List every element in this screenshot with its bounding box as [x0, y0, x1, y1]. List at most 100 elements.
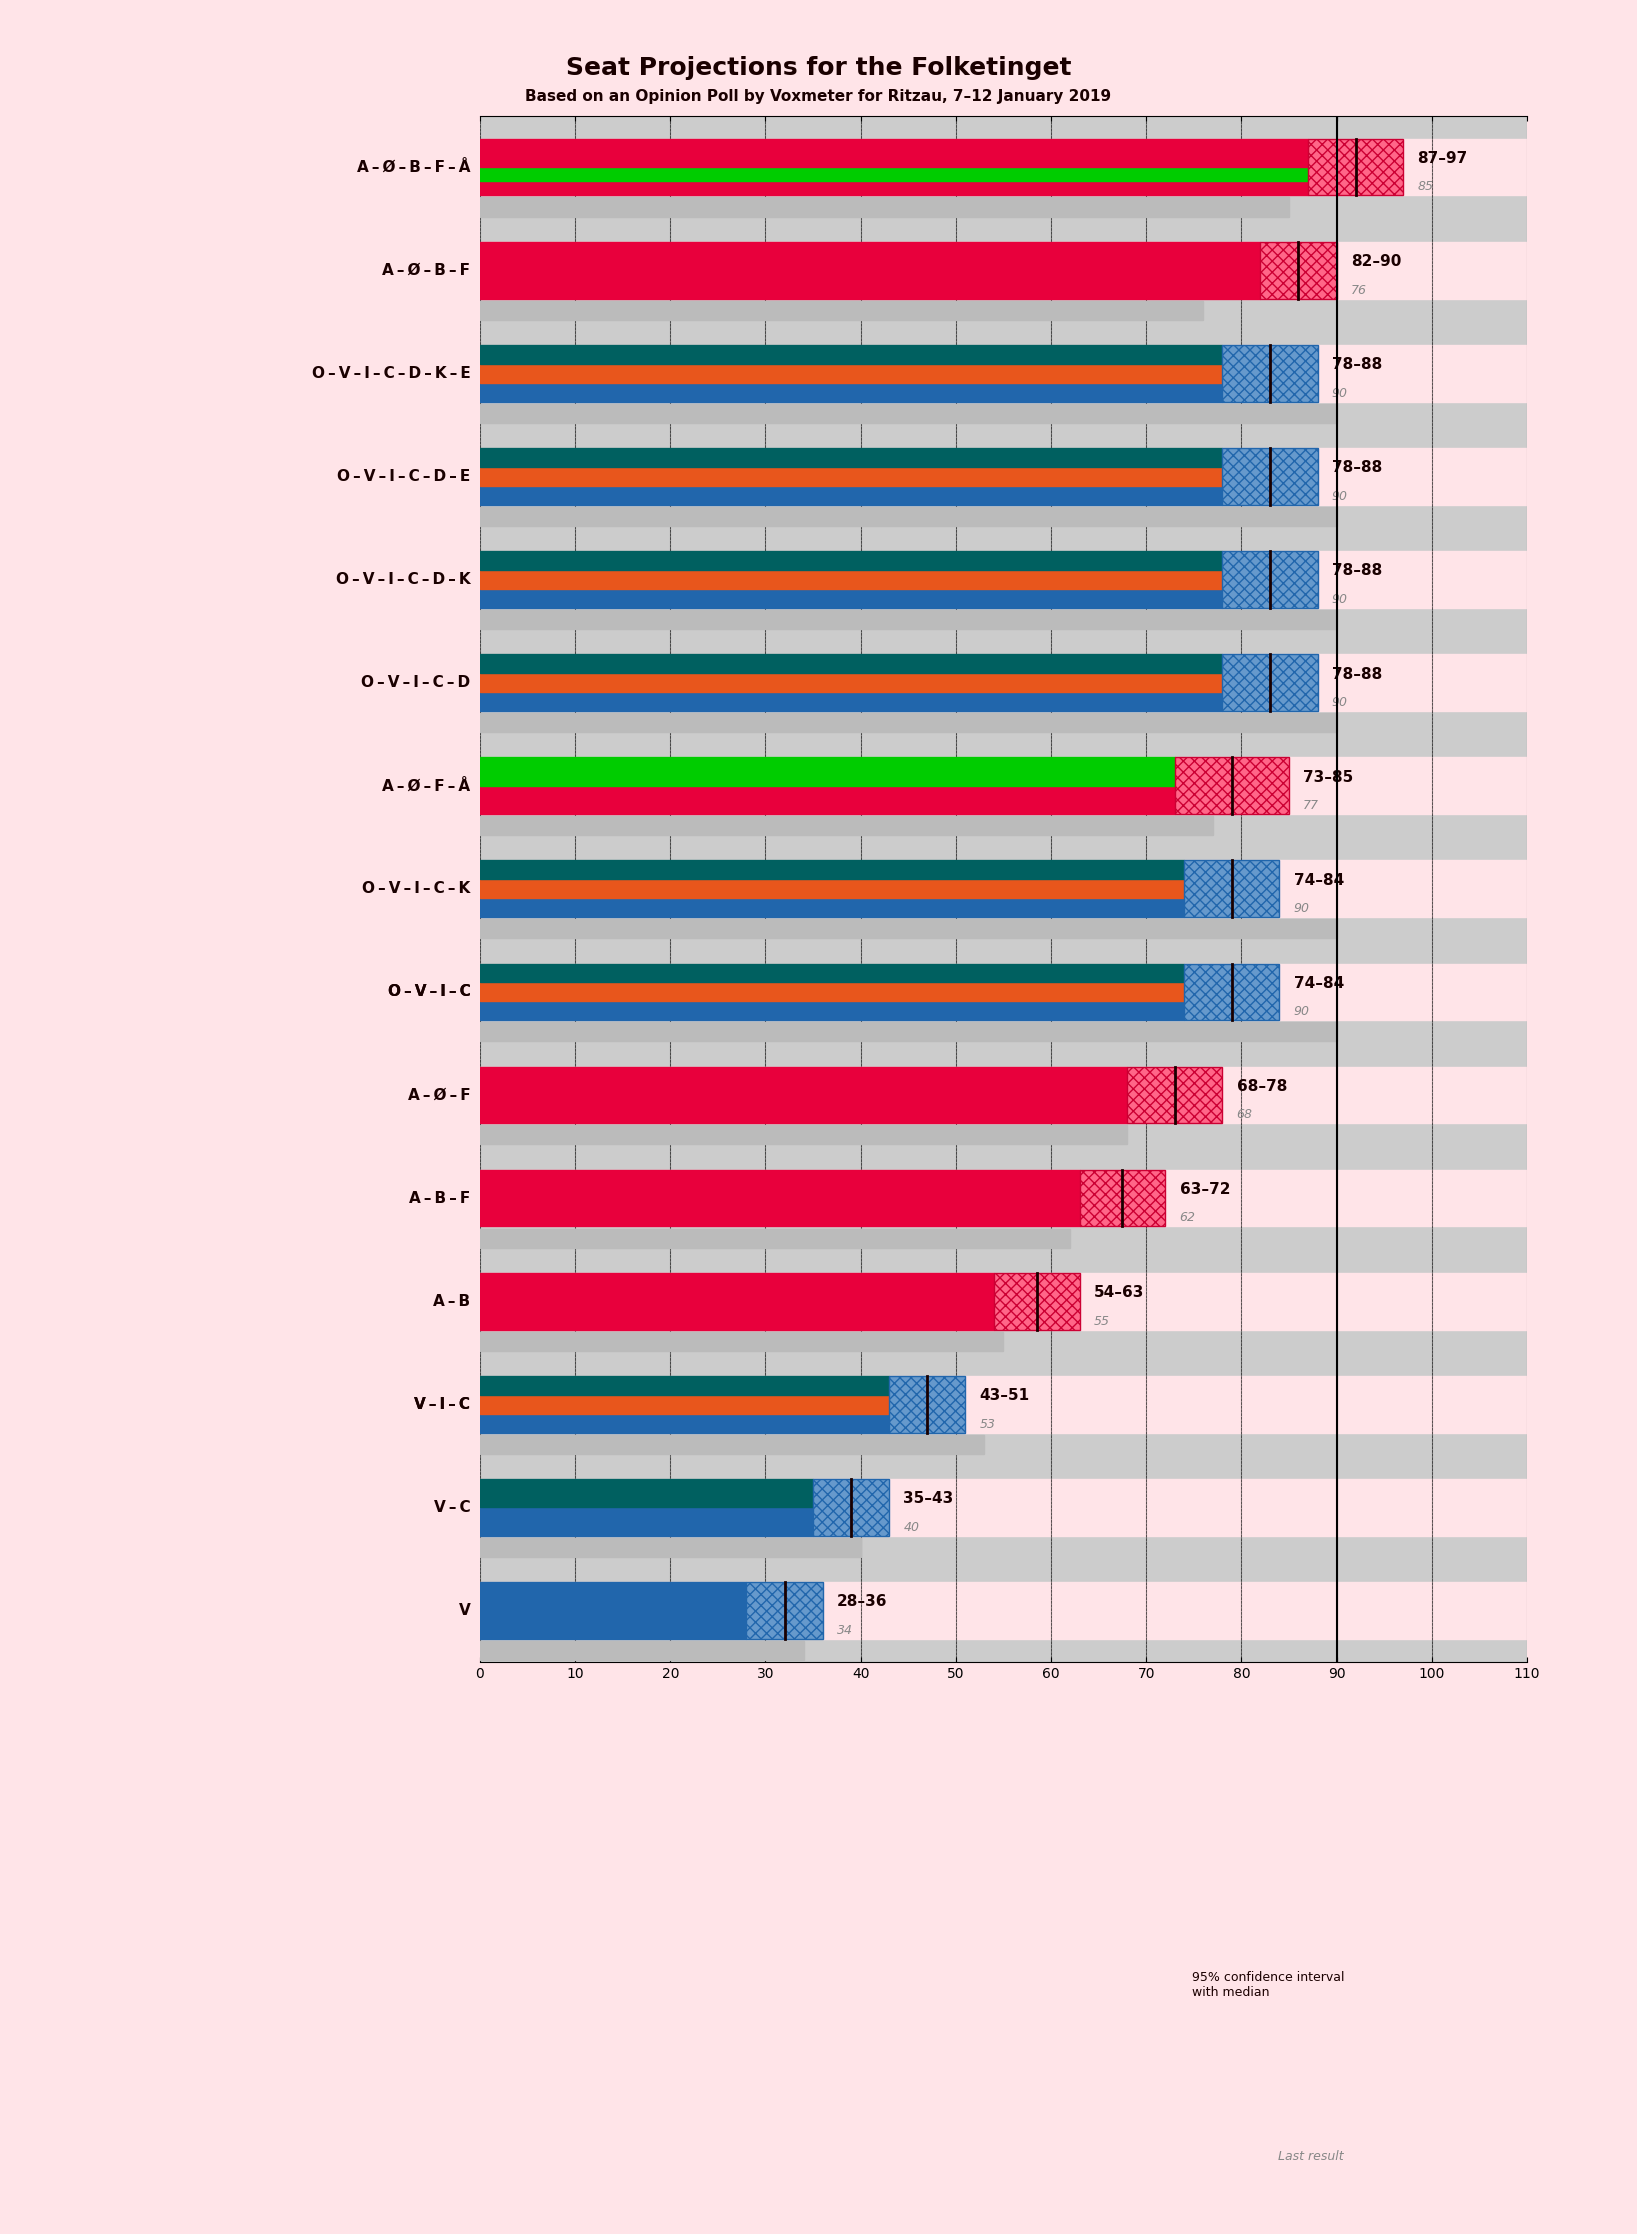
Bar	[480, 860, 1184, 880]
Text: 90: 90	[1293, 1005, 1310, 1019]
Bar	[1175, 757, 1288, 813]
Bar	[480, 139, 1308, 152]
Bar	[480, 1273, 1527, 1329]
Text: A – Ø – B – F – Å: A – Ø – B – F – Å	[357, 159, 470, 174]
Text: 90: 90	[1333, 386, 1347, 400]
Bar	[480, 322, 1527, 424]
Bar	[480, 757, 1527, 813]
Bar	[480, 1582, 1527, 1640]
Bar	[480, 1559, 1527, 1662]
Bar	[1184, 860, 1280, 918]
Bar	[480, 1354, 1527, 1457]
Text: V: V	[458, 1604, 470, 1617]
Bar	[1260, 241, 1336, 299]
Bar	[480, 963, 1527, 1021]
Text: 76: 76	[1351, 284, 1367, 297]
Bar	[480, 1001, 1184, 1021]
Text: 34: 34	[837, 1624, 853, 1638]
Bar	[480, 1043, 1527, 1146]
Text: 74–84: 74–84	[1293, 976, 1344, 992]
Bar	[480, 655, 1223, 672]
Text: O – V – I – C – D – K: O – V – I – C – D – K	[336, 572, 470, 588]
Bar	[480, 241, 1527, 299]
Text: O – V – I – C: O – V – I – C	[388, 985, 470, 999]
Bar	[814, 1479, 889, 1535]
Text: 28–36: 28–36	[837, 1595, 887, 1608]
Text: 77: 77	[1303, 800, 1319, 811]
Bar	[480, 507, 1336, 525]
Text: 68: 68	[1236, 1108, 1252, 1121]
Bar	[480, 713, 1336, 733]
Bar	[480, 382, 1223, 402]
Text: A – B: A – B	[434, 1293, 470, 1309]
Bar	[480, 1394, 889, 1414]
Bar	[1223, 344, 1318, 402]
Bar	[480, 168, 1308, 181]
Bar	[480, 1171, 1527, 1226]
Bar	[994, 1273, 1079, 1329]
Bar	[480, 860, 1527, 918]
Bar	[1223, 655, 1318, 710]
Bar	[480, 590, 1223, 608]
Text: 78–88: 78–88	[1333, 460, 1382, 476]
Bar	[480, 552, 1527, 608]
Bar	[480, 364, 1223, 382]
Bar	[480, 424, 1527, 527]
Bar	[480, 838, 1527, 941]
Text: 35–43: 35–43	[904, 1492, 954, 1506]
Bar	[480, 485, 1223, 505]
Bar	[480, 1126, 1128, 1144]
Bar	[480, 1066, 1128, 1124]
Text: O – V – I – C – D – K – E: O – V – I – C – D – K – E	[311, 366, 470, 380]
Bar	[480, 1376, 889, 1394]
Bar	[480, 1582, 746, 1640]
Bar	[1079, 1171, 1166, 1226]
Bar	[480, 693, 1223, 710]
Bar	[480, 1023, 1336, 1041]
Bar	[1308, 139, 1403, 194]
Text: 87–97: 87–97	[1418, 152, 1468, 165]
Text: O – V – I – C – K: O – V – I – C – K	[362, 880, 470, 896]
Bar	[480, 630, 1527, 735]
Bar	[480, 918, 1336, 938]
Text: 90: 90	[1293, 903, 1310, 916]
Bar	[480, 449, 1223, 467]
Bar	[480, 880, 1184, 898]
Text: O – V – I – C – D – E: O – V – I – C – D – E	[337, 469, 470, 485]
Bar	[480, 786, 1175, 813]
Text: 78–88: 78–88	[1333, 666, 1382, 681]
Text: 82–90: 82–90	[1351, 255, 1401, 268]
Bar	[1128, 1066, 1223, 1124]
Text: A – Ø – F: A – Ø – F	[408, 1088, 470, 1104]
Text: 90: 90	[1333, 697, 1347, 708]
Bar	[480, 983, 1184, 1001]
Bar	[480, 1331, 1003, 1352]
Text: 90: 90	[1333, 489, 1347, 503]
Bar	[480, 344, 1223, 364]
Text: 85: 85	[1418, 181, 1434, 194]
Bar	[480, 527, 1527, 630]
Bar	[480, 302, 1203, 319]
Bar	[480, 344, 1527, 402]
Text: 55: 55	[1094, 1314, 1110, 1327]
Bar	[480, 1414, 889, 1432]
Bar	[480, 1171, 1079, 1226]
Text: 73–85: 73–85	[1303, 771, 1354, 784]
Text: 54–63: 54–63	[1094, 1285, 1144, 1300]
Text: 63–72: 63–72	[1180, 1182, 1229, 1197]
Text: 90: 90	[1333, 592, 1347, 605]
Bar	[480, 1273, 994, 1329]
Bar	[480, 139, 1527, 194]
Bar	[480, 1479, 814, 1508]
Text: O – V – I – C: O – V – I – C	[388, 985, 470, 999]
Bar	[480, 1434, 984, 1454]
Bar	[480, 1376, 1527, 1432]
Bar	[480, 467, 1223, 485]
Text: A – Ø – F – Å: A – Ø – F – Å	[383, 777, 470, 793]
Bar	[480, 570, 1223, 590]
Bar	[480, 1537, 861, 1557]
Bar	[480, 219, 1527, 322]
Bar	[480, 655, 1527, 710]
Bar	[480, 1642, 804, 1660]
Bar	[480, 197, 1288, 217]
